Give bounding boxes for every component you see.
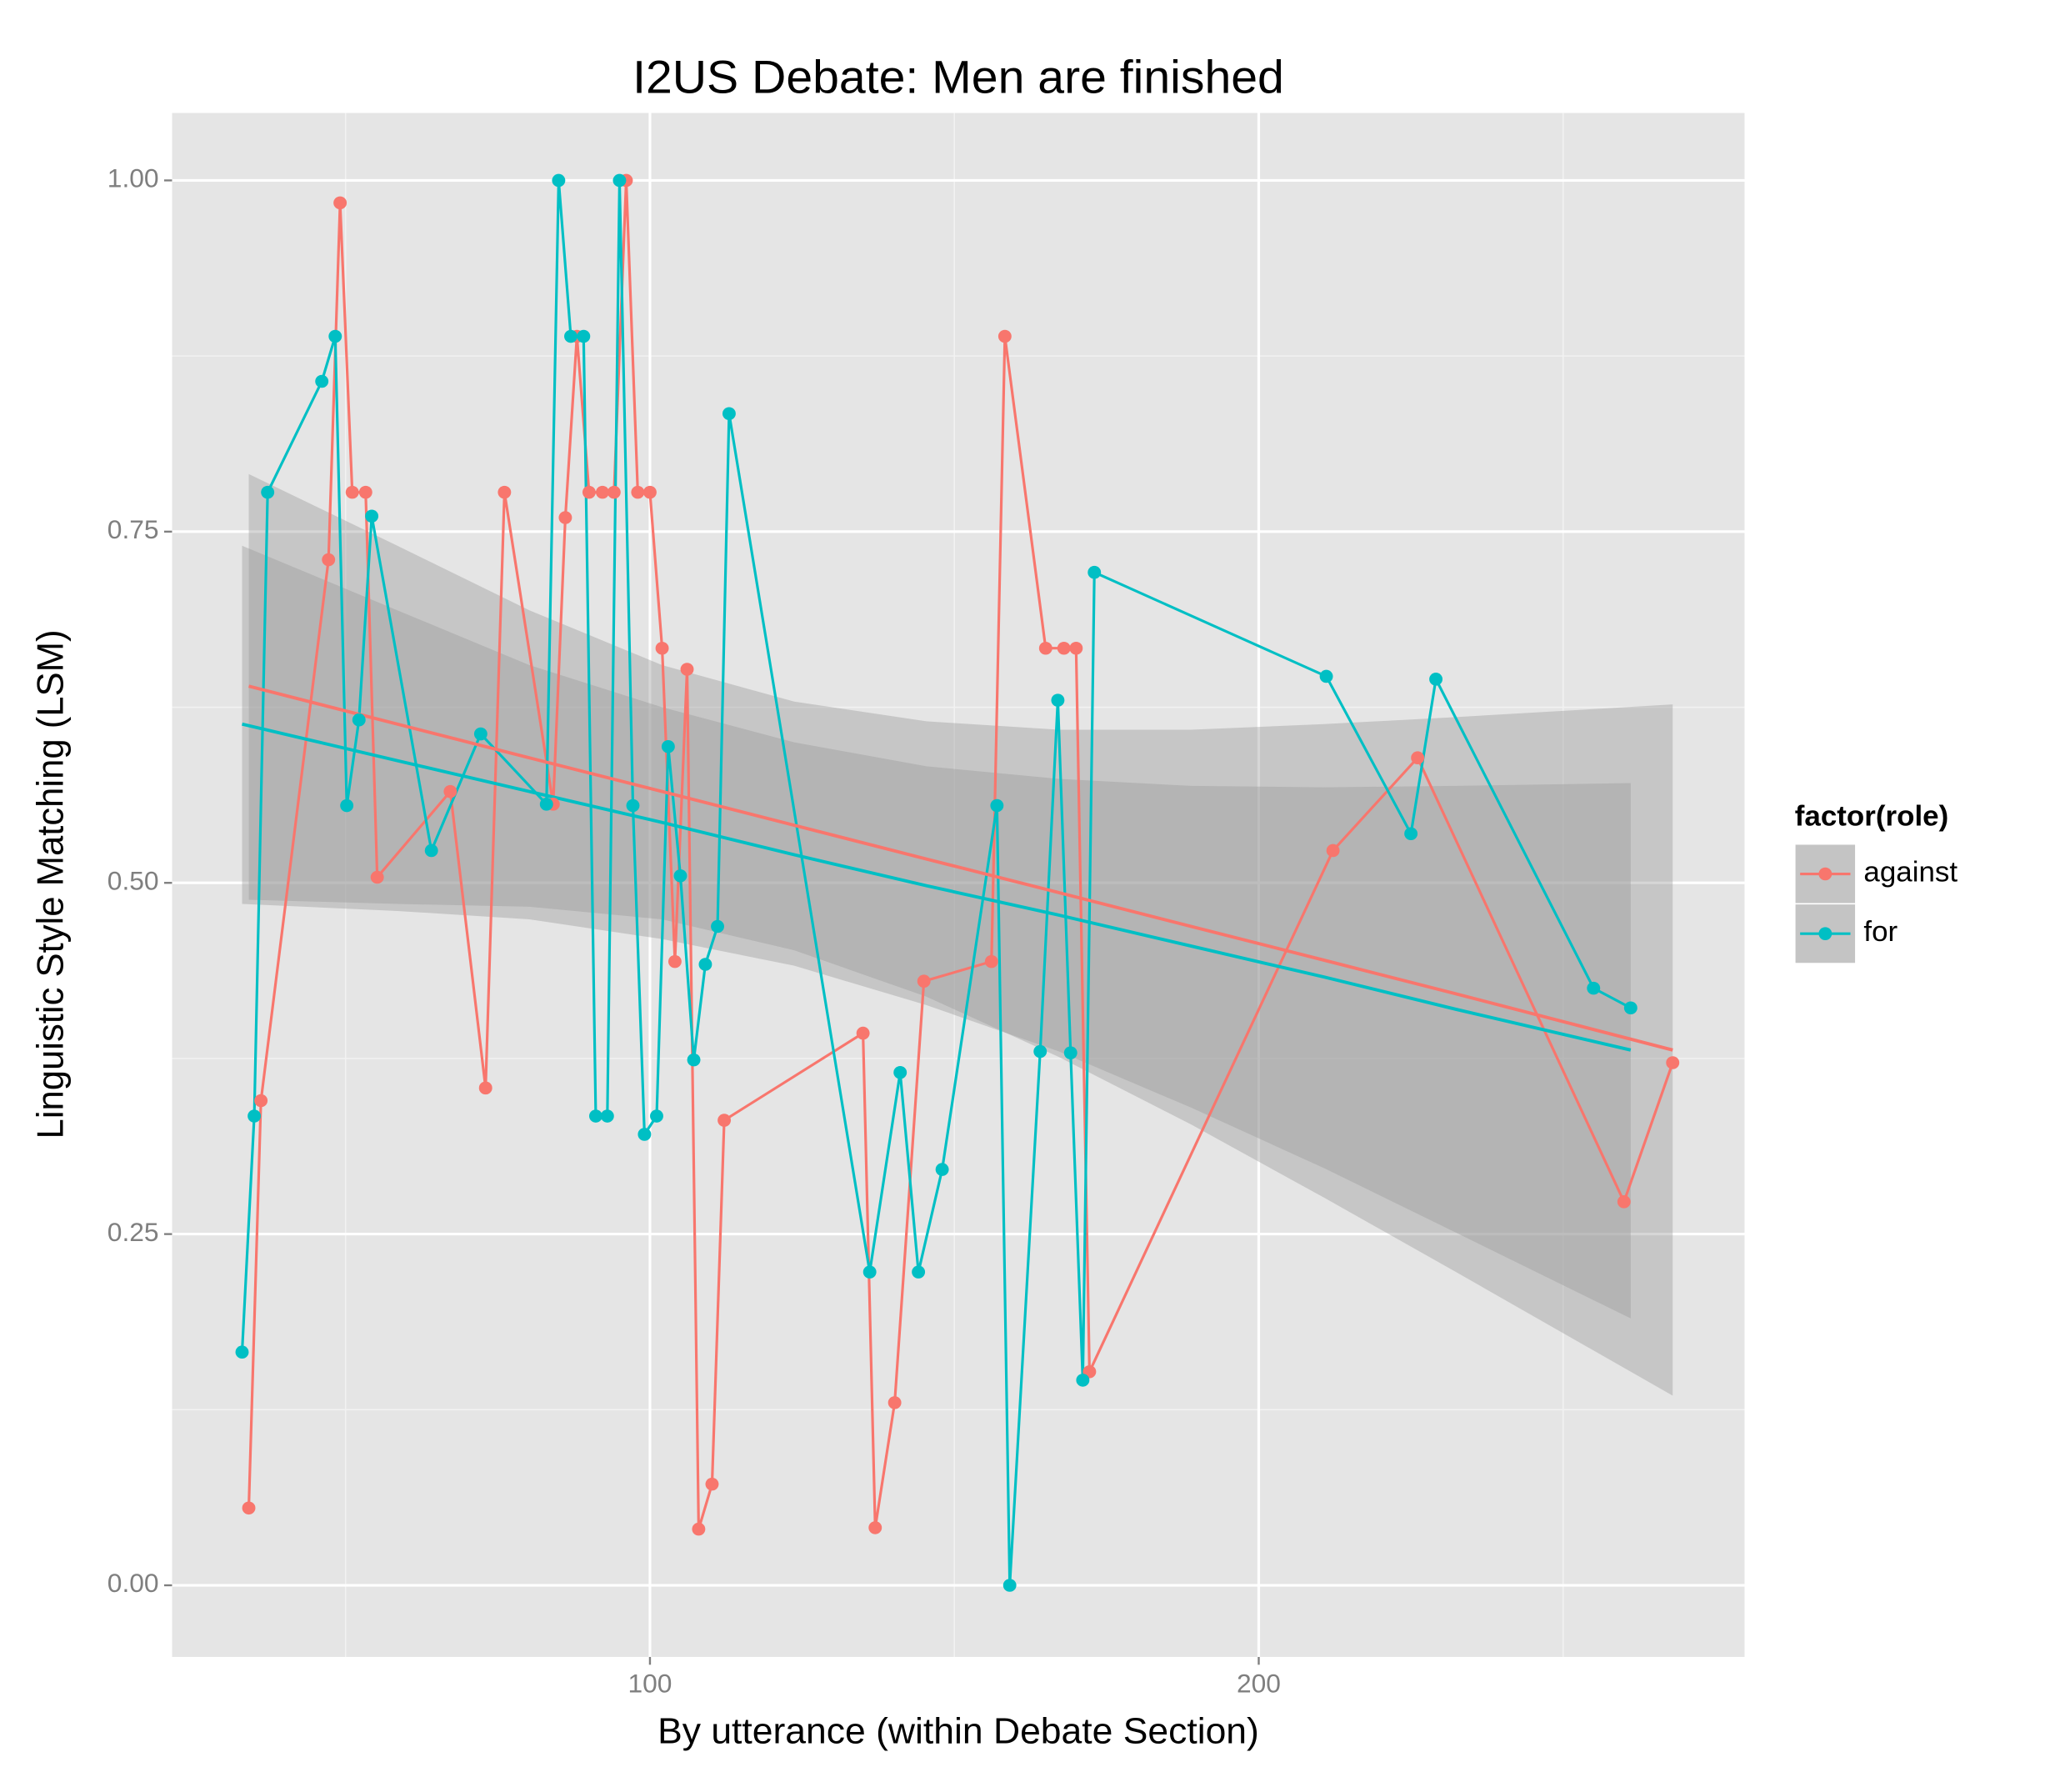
data-point xyxy=(990,798,1004,813)
y-tick-label: 0.00 xyxy=(108,1569,159,1599)
data-point xyxy=(596,485,609,499)
y-axis-title: Linguistic Style Matching (LSM) xyxy=(30,630,71,1139)
data-point xyxy=(607,485,621,499)
data-point xyxy=(315,374,329,388)
data-point xyxy=(552,173,566,188)
data-point xyxy=(698,958,712,971)
data-point xyxy=(626,798,640,813)
data-point xyxy=(577,329,591,343)
data-point xyxy=(1429,673,1443,686)
y-tick-label: 0.25 xyxy=(108,1218,159,1247)
data-point xyxy=(365,509,379,523)
chart-title: I2US Debate: Men are finished xyxy=(632,52,1284,103)
data-point xyxy=(1587,981,1601,995)
data-point xyxy=(1319,669,1333,683)
x-tick-label: 100 xyxy=(628,1669,672,1699)
data-point xyxy=(655,641,669,655)
trend-line xyxy=(248,684,1673,1052)
data-point xyxy=(261,485,275,499)
data-point xyxy=(912,1265,926,1279)
data-point xyxy=(473,727,488,741)
data-point xyxy=(687,1053,701,1067)
data-point xyxy=(856,1026,870,1040)
data-point xyxy=(558,511,572,524)
data-point xyxy=(705,1477,719,1491)
data-point xyxy=(254,1094,268,1108)
x-axis-title: By utterance (within Debate Section) xyxy=(658,1711,1259,1752)
data-point xyxy=(370,870,384,884)
data-point xyxy=(1666,1056,1680,1069)
data-point xyxy=(333,196,348,210)
data-point xyxy=(722,407,736,421)
legend-label: for xyxy=(1863,917,1898,949)
data-point xyxy=(588,1109,602,1123)
legend-title: factor(role) xyxy=(1795,801,1948,833)
data-point xyxy=(1033,1044,1048,1059)
data-point xyxy=(643,485,657,499)
data-point xyxy=(1038,641,1052,655)
data-point xyxy=(539,798,553,811)
y-tick-label: 0.75 xyxy=(108,515,159,544)
data-point xyxy=(424,843,438,858)
data-point xyxy=(862,1265,877,1279)
data-point xyxy=(998,329,1012,343)
data-point xyxy=(498,485,512,499)
data-point xyxy=(1069,641,1083,655)
data-point xyxy=(1088,565,1102,579)
data-point xyxy=(868,1521,882,1534)
data-point xyxy=(935,1163,949,1176)
data-point xyxy=(1404,827,1418,841)
data-point xyxy=(352,713,366,727)
data-point xyxy=(984,954,998,969)
y-tick-label: 0.50 xyxy=(108,867,159,896)
data-point xyxy=(1617,1195,1631,1209)
data-point xyxy=(443,784,458,798)
data-point xyxy=(345,485,359,499)
data-point xyxy=(235,1345,249,1359)
x-tick-label: 200 xyxy=(1237,1669,1281,1699)
data-point xyxy=(893,1065,908,1079)
data-point xyxy=(248,1109,262,1123)
data-point xyxy=(631,485,645,499)
data-point xyxy=(917,974,931,989)
plot-panel xyxy=(172,113,1745,1657)
data-point xyxy=(1057,641,1071,655)
confidence-band xyxy=(248,473,1673,1396)
data-point xyxy=(650,1109,663,1123)
data-point xyxy=(1002,1579,1017,1592)
data-point xyxy=(582,485,596,499)
data-point xyxy=(661,739,675,753)
data-point xyxy=(478,1081,492,1095)
series-line xyxy=(240,180,1632,1586)
data-point xyxy=(668,954,682,969)
data-point xyxy=(680,663,694,676)
data-point xyxy=(711,919,724,934)
data-point xyxy=(340,798,354,813)
data-point xyxy=(242,1501,256,1515)
data-point xyxy=(322,553,336,567)
data-point xyxy=(692,1522,706,1536)
data-point xyxy=(1051,693,1065,707)
data-point xyxy=(1623,1001,1638,1015)
legend-label: against xyxy=(1863,857,1958,888)
data-point xyxy=(638,1128,652,1141)
y-tick-label: 1.00 xyxy=(108,164,159,193)
legend-key-point xyxy=(1818,927,1832,940)
data-point xyxy=(1063,1046,1078,1059)
data-point xyxy=(888,1396,902,1409)
data-point xyxy=(718,1114,732,1127)
data-point xyxy=(600,1109,614,1123)
data-point xyxy=(1076,1374,1090,1387)
data-point xyxy=(612,173,627,188)
data-point xyxy=(1411,751,1425,765)
data-point xyxy=(328,329,342,343)
data-point xyxy=(564,329,578,343)
legend-key-point xyxy=(1818,867,1832,881)
data-point xyxy=(1326,843,1340,858)
data-point xyxy=(358,485,372,499)
data-point xyxy=(673,869,688,883)
trend-line xyxy=(242,722,1632,1052)
